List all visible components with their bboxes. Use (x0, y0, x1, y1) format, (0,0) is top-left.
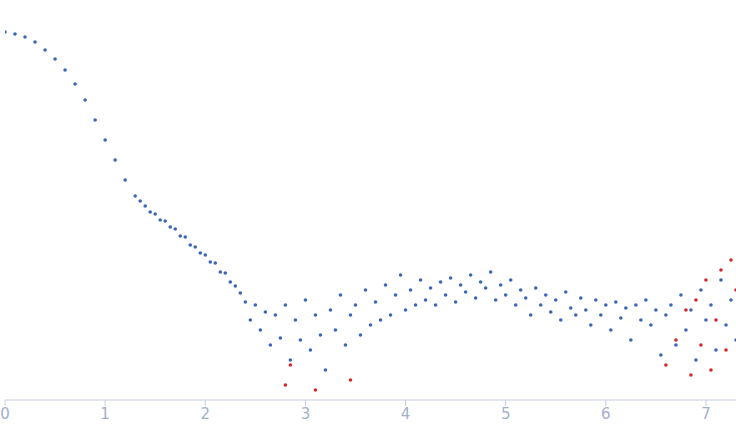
svg-text:4: 4 (401, 405, 411, 423)
svg-text:2: 2 (201, 405, 211, 423)
svg-text:0: 0 (8, 405, 10, 423)
svg-text:5: 5 (501, 405, 511, 423)
svg-text:1: 1 (100, 405, 110, 423)
svg-text:6: 6 (601, 405, 611, 423)
svg-text:3: 3 (301, 405, 311, 423)
svg-text:7: 7 (701, 405, 711, 423)
